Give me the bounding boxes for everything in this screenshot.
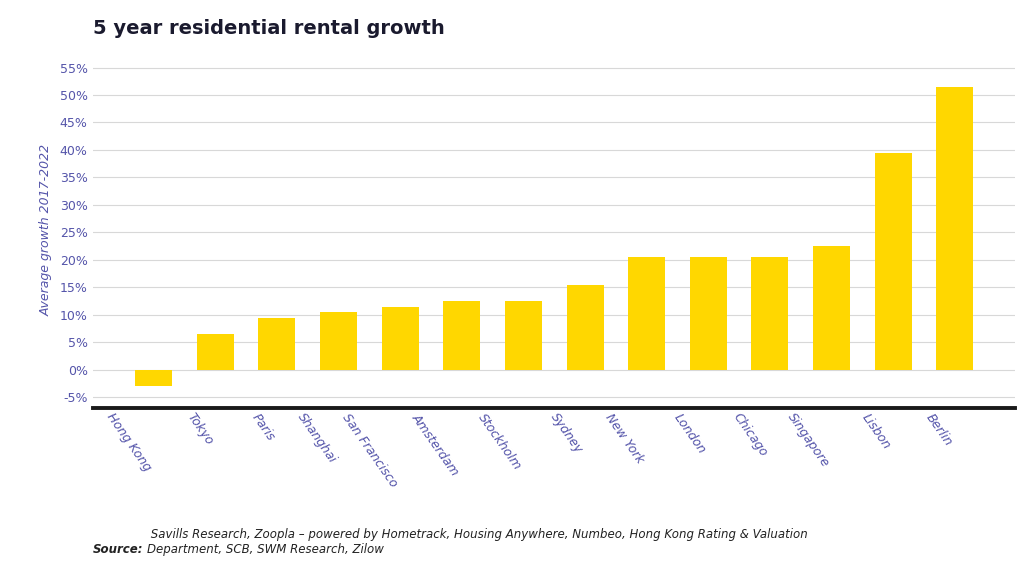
Bar [628,257,665,370]
Bar [937,87,974,370]
Bar [874,153,912,370]
Bar [258,318,295,370]
Bar [567,285,604,370]
Bar [320,312,357,370]
Bar [197,334,234,370]
Bar [751,257,788,370]
Bar [813,246,851,370]
Bar [381,307,419,370]
Text: 5 year residential rental growth: 5 year residential rental growth [93,19,445,39]
Bar [443,301,481,370]
Bar [505,301,542,370]
Bar [135,370,172,386]
Text: Savills Research, Zoopla – powered by Hometrack, Housing Anywhere, Numbeo, Hong : Savills Research, Zoopla – powered by Ho… [147,528,808,556]
Y-axis label: Average growth 2017-2022: Average growth 2017-2022 [39,143,53,316]
Text: Source:: Source: [93,543,144,556]
Bar [690,257,727,370]
